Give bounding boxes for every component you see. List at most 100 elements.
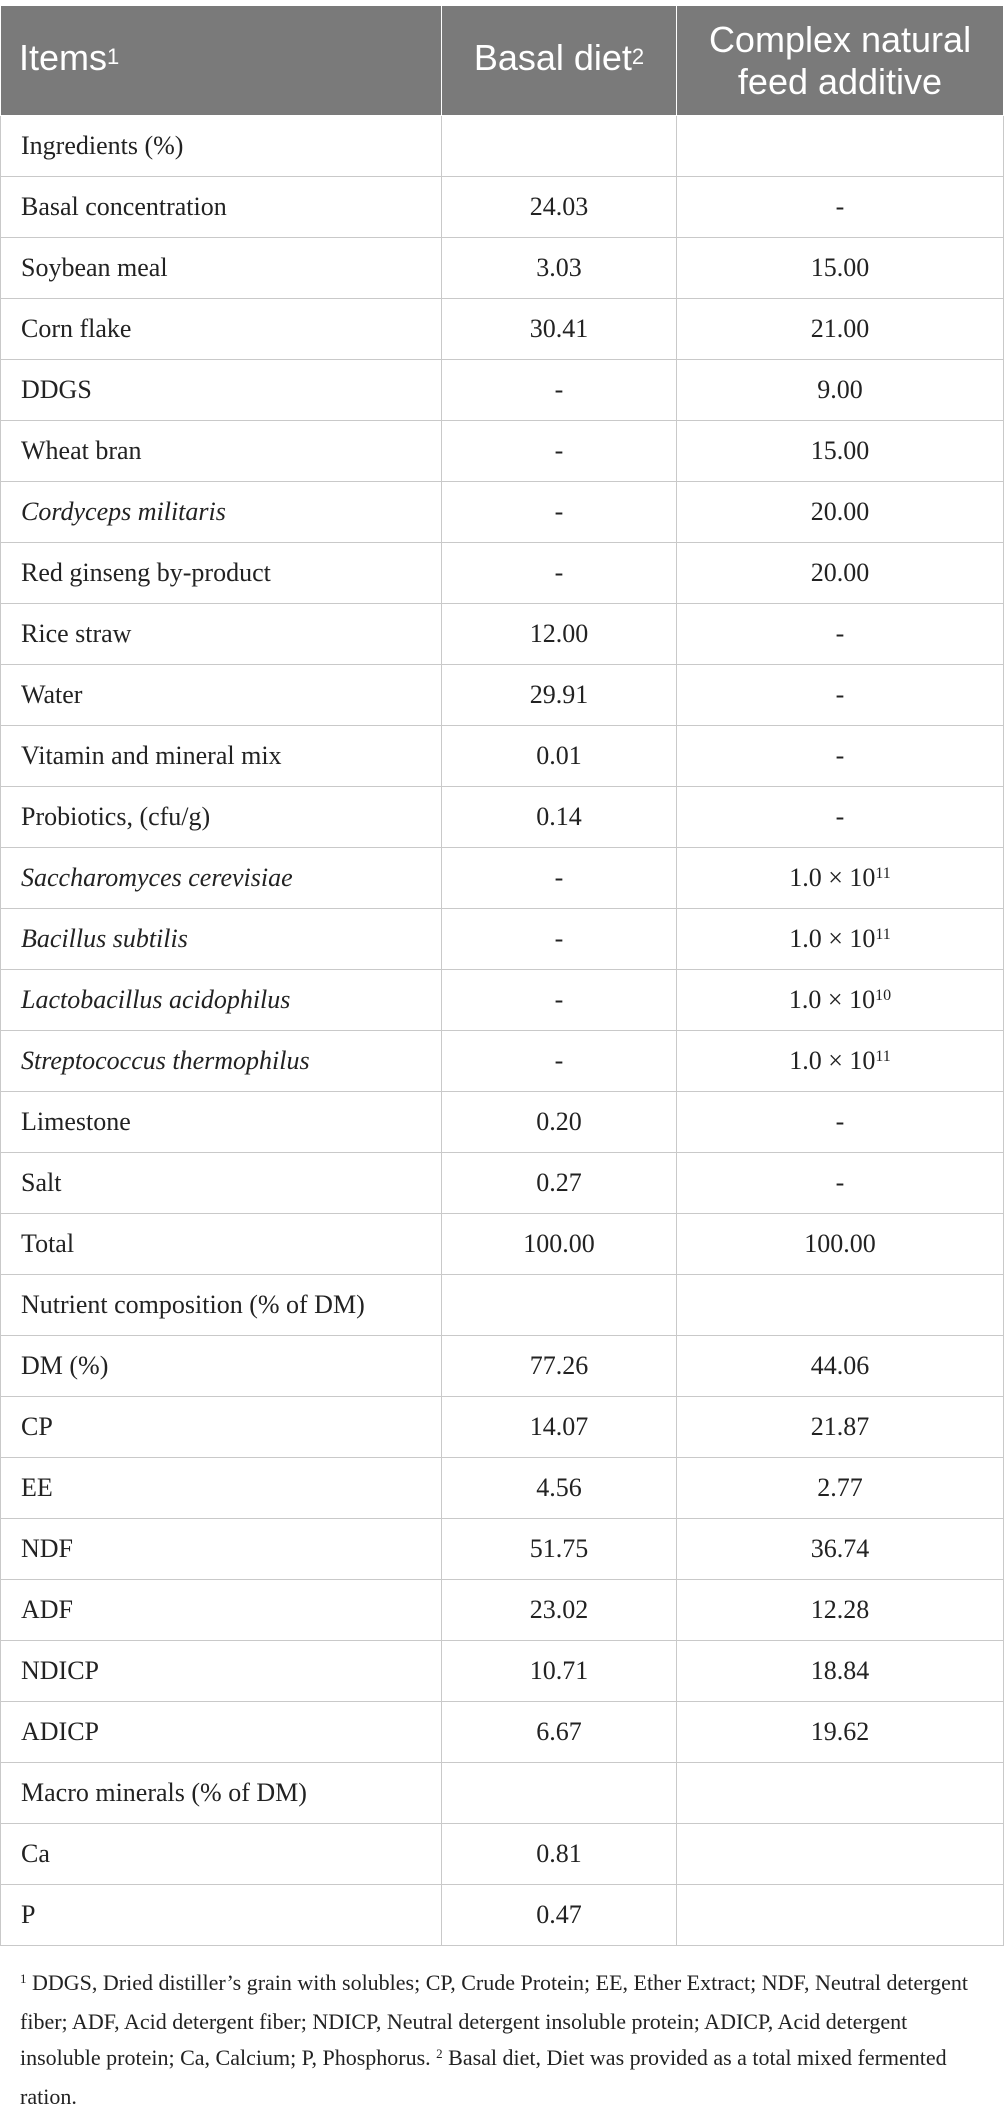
cell-basal-diet: 14.07 (441, 1396, 677, 1458)
footnote-text-2: Basal diet, Diet was provided as a total… (20, 2045, 947, 2109)
cell-complex-additive: - (676, 603, 1004, 665)
cell-complex-additive (676, 1823, 1004, 1885)
footnote-text-1: DDGS, Dried distiller’s grain with solub… (20, 1970, 968, 2070)
table-row: ADF 23.02 12.28 (0, 1579, 1004, 1641)
header-complex-line1: Complex natural (708, 18, 972, 60)
sci-exponent: 11 (875, 1048, 891, 1065)
cell-basal-diet: - (441, 542, 677, 604)
cell-item: Corn flake (0, 298, 442, 360)
table-row: Basal concentration 24.03- (0, 176, 1004, 238)
table-row: Ingredients (%) (0, 115, 1004, 177)
cell-basal-diet: 23.02 (441, 1579, 677, 1641)
cell-complex-additive: 15.00 (676, 420, 1004, 482)
cell-complex-additive: - (676, 786, 1004, 848)
cell-item: Wheat bran (0, 420, 442, 482)
cell-basal-diet: - (441, 1030, 677, 1092)
cell-complex-additive: 20.00 (676, 481, 1004, 543)
sci-base: 1.0 × 10 (789, 924, 876, 953)
table-row: NDF 51.75 36.74 (0, 1518, 1004, 1580)
table-row: Nutrient composition (% of DM) (0, 1274, 1004, 1336)
cell-basal-diet: 100.00 (441, 1213, 677, 1275)
table-row: DDGS -9.00 (0, 359, 1004, 421)
cell-complex-additive: 21.87 (676, 1396, 1004, 1458)
table-row: Cordyceps militaris -20.00 (0, 481, 1004, 543)
sci-exponent: 11 (875, 865, 891, 882)
cell-item: NDICP (0, 1640, 442, 1702)
table-row: Corn flake 30.41 21.00 (0, 298, 1004, 360)
table-row: Lactobacillus acidophilus -1.0 × 1010 (0, 969, 1004, 1031)
cell-item: Nutrient composition (% of DM) (0, 1274, 442, 1336)
cell-item: Lactobacillus acidophilus (0, 969, 442, 1031)
table-header-row: Items1 Basal diet2 Complex natural feed a… (0, 5, 1004, 116)
cell-complex-additive: 9.00 (676, 359, 1004, 421)
table-row: Salt 0.27- (0, 1152, 1004, 1214)
cell-item: CP (0, 1396, 442, 1458)
cell-complex-additive: 21.00 (676, 298, 1004, 360)
cell-basal-diet (441, 115, 677, 177)
footnote-mark-1: 1 (20, 1971, 27, 1986)
cell-complex-additive: 44.06 (676, 1335, 1004, 1397)
cell-basal-diet: 24.03 (441, 176, 677, 238)
header-items: Items1 (0, 5, 442, 116)
table-row: NDICP 10.71 18.84 (0, 1640, 1004, 1702)
cell-complex-additive: 1.0 × 1010 (676, 969, 1004, 1031)
cell-item: DM (%) (0, 1335, 442, 1397)
cell-basal-diet: 6.67 (441, 1701, 677, 1763)
table-row: Water 29.91- (0, 664, 1004, 726)
cell-complex-additive: 19.62 (676, 1701, 1004, 1763)
table-row: DM (%) 77.26 44.06 (0, 1335, 1004, 1397)
cell-item: Macro minerals (% of DM) (0, 1762, 442, 1824)
cell-basal-diet: - (441, 481, 677, 543)
cell-item: Water (0, 664, 442, 726)
header-items-footnote-mark: 1 (107, 44, 120, 69)
cell-item: Salt (0, 1152, 442, 1214)
cell-item: Red ginseng by-product (0, 542, 442, 604)
table-row: Total 100.00 100.00 (0, 1213, 1004, 1275)
cell-complex-additive (676, 1884, 1004, 1946)
cell-basal-diet: 4.56 (441, 1457, 677, 1519)
cell-basal-diet: - (441, 847, 677, 909)
cell-complex-additive: 1.0 × 1011 (676, 847, 1004, 909)
table-row: Streptococcus thermophilus -1.0 × 1011 (0, 1030, 1004, 1092)
cell-basal-diet (441, 1762, 677, 1824)
cell-item: Basal concentration (0, 176, 442, 238)
cell-complex-additive (676, 1762, 1004, 1824)
table-row: P 0.47 (0, 1884, 1004, 1946)
table-row: Macro minerals (% of DM) (0, 1762, 1004, 1824)
cell-complex-additive (676, 115, 1004, 177)
cell-item: Rice straw (0, 603, 442, 665)
diet-composition-table: Items1 Basal diet2 Complex natural feed a… (0, 5, 1004, 1946)
table-row: EE 4.56 2.77 (0, 1457, 1004, 1519)
cell-complex-additive: 100.00 (676, 1213, 1004, 1275)
table-row: Soybean meal 3.03 15.00 (0, 237, 1004, 299)
cell-basal-diet: - (441, 969, 677, 1031)
cell-basal-diet: 30.41 (441, 298, 677, 360)
cell-basal-diet: 0.14 (441, 786, 677, 848)
cell-complex-additive: - (676, 664, 1004, 726)
table-row: Red ginseng by-product -20.00 (0, 542, 1004, 604)
table-footnote: 1 DDGS, Dried distiller’s grain with sol… (20, 1965, 985, 2115)
footnote-mark-2: 2 (436, 2046, 443, 2061)
cell-item: Vitamin and mineral mix (0, 725, 442, 787)
cell-complex-additive: - (676, 176, 1004, 238)
cell-item: Streptococcus thermophilus (0, 1030, 442, 1092)
cell-basal-diet: 10.71 (441, 1640, 677, 1702)
cell-item: Soybean meal (0, 237, 442, 299)
cell-basal-diet: 3.03 (441, 237, 677, 299)
table-row: Rice straw 12.00- (0, 603, 1004, 665)
cell-complex-additive: 15.00 (676, 237, 1004, 299)
cell-basal-diet: - (441, 359, 677, 421)
cell-item: Probiotics, (cfu/g) (0, 786, 442, 848)
cell-basal-diet: 12.00 (441, 603, 677, 665)
cell-complex-additive: 1.0 × 1011 (676, 908, 1004, 970)
table-row: ADICP 6.67 19.62 (0, 1701, 1004, 1763)
header-items-label: Items (19, 37, 108, 78)
header-basal-footnote-mark: 2 (631, 44, 645, 69)
table-row: Saccharomyces cerevisiae -1.0 × 1011 (0, 847, 1004, 909)
cell-item: P (0, 1884, 442, 1946)
table-row: Vitamin and mineral mix 0.01- (0, 725, 1004, 787)
cell-basal-diet: 51.75 (441, 1518, 677, 1580)
cell-item: NDF (0, 1518, 442, 1580)
header-basal-label: Basal diet (473, 37, 632, 78)
cell-item: Cordyceps militaris (0, 481, 442, 543)
